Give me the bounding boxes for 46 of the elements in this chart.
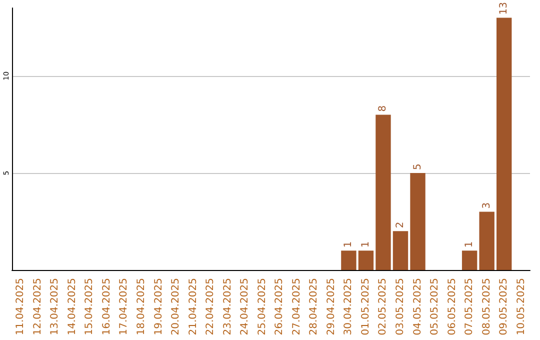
bar: [358, 250, 374, 270]
x-tick-label: 06.05.2025: [446, 278, 458, 336]
x-tick-label: 05.05.2025: [430, 278, 441, 336]
bar: [341, 250, 356, 270]
x-tick-label: 29.04.2025: [326, 278, 337, 336]
x-tick-label: 03.05.2025: [395, 278, 406, 336]
x-tick-label: 14.04.2025: [66, 278, 78, 336]
x-tick-label: 10.05.2025: [516, 278, 527, 336]
x-tick-label: 04.05.2025: [412, 278, 424, 336]
x-tick-label: 27.04.2025: [291, 278, 302, 336]
x-tick-label: 09.05.2025: [498, 278, 510, 336]
x-tick-label: 16.04.2025: [101, 278, 112, 336]
bar: [410, 172, 426, 270]
x-tick-label: 24.04.2025: [240, 278, 251, 336]
data-label: 3: [481, 202, 492, 209]
x-tick-label: 28.04.2025: [308, 278, 320, 336]
x-tick-label: 25.04.2025: [256, 278, 268, 336]
bar: [392, 231, 408, 270]
bar: [462, 250, 478, 270]
data-label: 1: [360, 241, 372, 248]
x-tick-label: 26.04.2025: [274, 278, 286, 336]
x-tick-label: 08.05.2025: [481, 278, 492, 336]
data-label: 1: [343, 241, 354, 248]
x-tick-label: 11.04.2025: [15, 278, 26, 336]
x-tick-label: 20.04.2025: [170, 278, 182, 336]
x-tick-label: 22.04.2025: [205, 278, 216, 336]
x-tick-label: 12.04.2025: [32, 278, 44, 336]
data-label: 5: [412, 164, 424, 170]
bar: [376, 114, 391, 270]
x-tick-label: 30.04.2025: [343, 278, 354, 336]
data-label: 13: [498, 2, 510, 15]
x-tick-label: 18.04.2025: [136, 278, 147, 336]
data-label: 8: [378, 105, 389, 112]
x-tick-label: 21.04.2025: [188, 278, 199, 336]
x-tick-label: 17.04.2025: [118, 278, 130, 336]
x-tick-label: 19.04.2025: [153, 278, 164, 336]
data-label: 2: [395, 222, 406, 228]
bar: [496, 18, 512, 270]
bar: [479, 212, 494, 270]
x-tick-label: 01.05.2025: [360, 278, 372, 336]
x-tick-label: 15.04.2025: [84, 278, 96, 336]
x-tick-label: 13.04.2025: [50, 278, 61, 336]
x-tick-label: 07.05.2025: [464, 278, 476, 336]
x-tick-label: 23.04.2025: [222, 278, 234, 336]
data-label: 1: [464, 241, 476, 248]
x-tick-label: 02.05.2025: [378, 278, 389, 336]
